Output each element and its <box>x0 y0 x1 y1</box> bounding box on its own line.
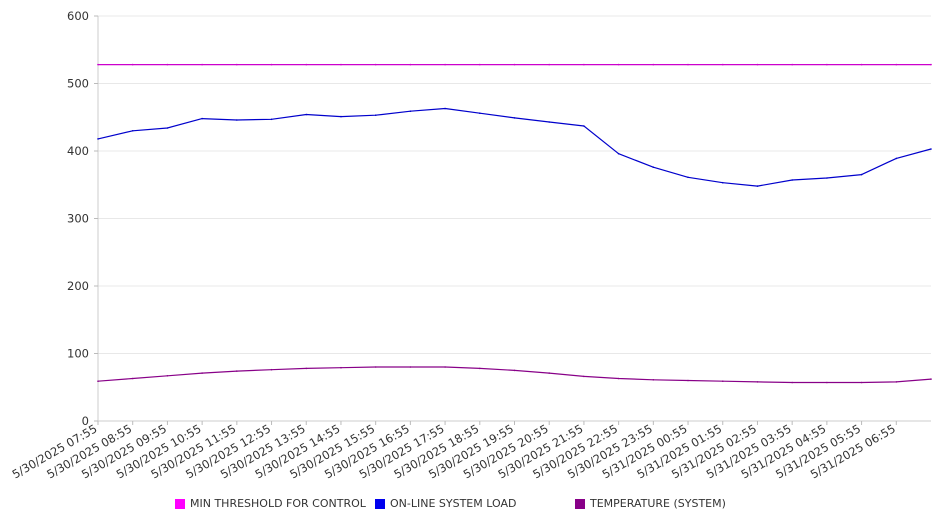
data-point-temperature <box>687 379 689 382</box>
data-point-system-load <box>270 118 273 121</box>
data-point-system-load <box>409 110 412 112</box>
data-point-system-load <box>687 176 689 179</box>
data-point-system-load <box>652 166 655 168</box>
data-point-system-load <box>305 113 308 116</box>
data-point-min-threshold <box>756 63 759 66</box>
legend-label-system-load: ON-LINE SYSTEM LOAD <box>390 497 517 510</box>
data-point-temperature <box>131 377 134 380</box>
data-point-temperature <box>444 366 446 368</box>
data-point-min-threshold <box>860 63 863 66</box>
data-point-system-load <box>583 125 585 127</box>
data-point-min-threshold <box>479 63 481 66</box>
chart-legend: MIN THRESHOLD FOR CONTROL ON-LINE SYSTEM… <box>0 497 946 515</box>
legend-item-temperature[interactable]: TEMPERATURE (SYSTEM) <box>575 497 726 510</box>
data-point-system-load <box>201 117 203 120</box>
data-point-temperature <box>583 375 585 378</box>
series-line-system-load[interactable] <box>97 107 932 187</box>
data-point-system-load <box>826 177 828 179</box>
data-point-system-load <box>236 119 238 121</box>
data-point-temperature <box>895 381 898 383</box>
data-point-min-threshold <box>722 63 724 66</box>
y-tick-label: 0 <box>82 414 89 428</box>
legend-swatch-min-threshold <box>175 498 185 509</box>
data-point-min-threshold <box>513 63 516 66</box>
data-point-temperature <box>930 378 932 380</box>
data-point-min-threshold <box>583 63 585 66</box>
data-point-min-threshold <box>340 63 342 66</box>
data-point-min-threshold <box>236 63 238 66</box>
data-point-min-threshold <box>166 63 169 66</box>
legend-label-min-threshold: MIN THRESHOLD FOR CONTROL <box>190 497 366 510</box>
y-tick-label: 600 <box>67 9 89 23</box>
data-point-temperature <box>860 381 863 384</box>
legend-item-min-threshold[interactable]: MIN THRESHOLD FOR CONTROL <box>175 497 366 510</box>
data-point-system-load <box>791 179 793 181</box>
data-point-temperature <box>201 372 203 374</box>
data-point-system-load <box>166 127 169 129</box>
y-tick-label: 300 <box>67 212 89 226</box>
data-point-temperature <box>270 368 273 371</box>
data-point-system-load <box>340 115 342 118</box>
data-point-min-threshold <box>97 63 99 66</box>
data-point-temperature <box>826 381 828 384</box>
data-point-temperature <box>756 381 759 383</box>
grid-lines <box>98 15 931 354</box>
data-point-min-threshold <box>895 63 898 66</box>
data-point-temperature <box>722 380 724 383</box>
data-point-temperature <box>652 379 655 381</box>
data-point-min-threshold <box>131 63 134 66</box>
legend-swatch-system-load <box>375 498 385 509</box>
data-point-system-load <box>895 157 898 160</box>
y-tick-label: 400 <box>67 144 89 158</box>
data-point-min-threshold <box>687 63 689 66</box>
data-point-system-load <box>930 148 932 150</box>
legend-item-system-load[interactable]: ON-LINE SYSTEM LOAD <box>375 497 516 510</box>
data-point-temperature <box>513 369 516 372</box>
data-point-temperature <box>97 380 99 383</box>
data-point-temperature <box>340 366 342 369</box>
y-axis-ticks: 0 100 200 300 400 500 600 <box>67 9 98 428</box>
data-point-temperature <box>374 366 377 368</box>
data-point-min-threshold <box>270 63 273 66</box>
legend-label-temperature: TEMPERATURE (SYSTEM) <box>590 497 726 510</box>
data-point-temperature <box>236 370 238 372</box>
y-tick-label: 200 <box>67 279 89 293</box>
data-point-min-threshold <box>409 63 412 66</box>
data-point-min-threshold <box>374 63 377 66</box>
legend-swatch-temperature <box>575 498 585 509</box>
data-point-system-load <box>131 130 134 132</box>
data-point-system-load <box>548 121 550 123</box>
series-line-temperature[interactable] <box>97 366 932 384</box>
data-point-min-threshold <box>652 63 655 66</box>
data-point-temperature <box>617 377 620 380</box>
data-point-min-threshold <box>305 63 308 66</box>
data-point-system-load <box>513 117 516 119</box>
x-axis-ticks: 5/30/2025 07:555/30/2025 08:555/30/2025 … <box>10 421 898 481</box>
data-point-min-threshold <box>826 63 828 66</box>
data-point-temperature <box>166 375 169 377</box>
data-point-min-threshold <box>444 63 446 66</box>
y-tick-label: 100 <box>67 347 89 361</box>
data-point-system-load <box>722 181 724 184</box>
data-point-temperature <box>791 381 793 384</box>
data-point-system-load <box>860 173 863 176</box>
data-point-system-load <box>756 185 759 187</box>
data-point-temperature <box>409 366 412 368</box>
data-point-system-load <box>617 152 620 155</box>
y-tick-label: 500 <box>67 77 89 91</box>
data-point-min-threshold <box>201 63 203 66</box>
data-point-system-load <box>97 138 99 140</box>
data-point-min-threshold <box>930 63 932 66</box>
data-point-min-threshold <box>617 63 620 66</box>
data-point-system-load <box>444 107 446 110</box>
data-point-system-load <box>374 114 377 116</box>
data-point-temperature <box>548 372 550 374</box>
data-point-temperature <box>305 367 308 370</box>
data-point-min-threshold <box>791 63 793 66</box>
data-point-temperature <box>479 367 481 370</box>
data-series <box>97 63 932 384</box>
data-point-min-threshold <box>548 63 550 66</box>
data-point-system-load <box>479 112 481 114</box>
